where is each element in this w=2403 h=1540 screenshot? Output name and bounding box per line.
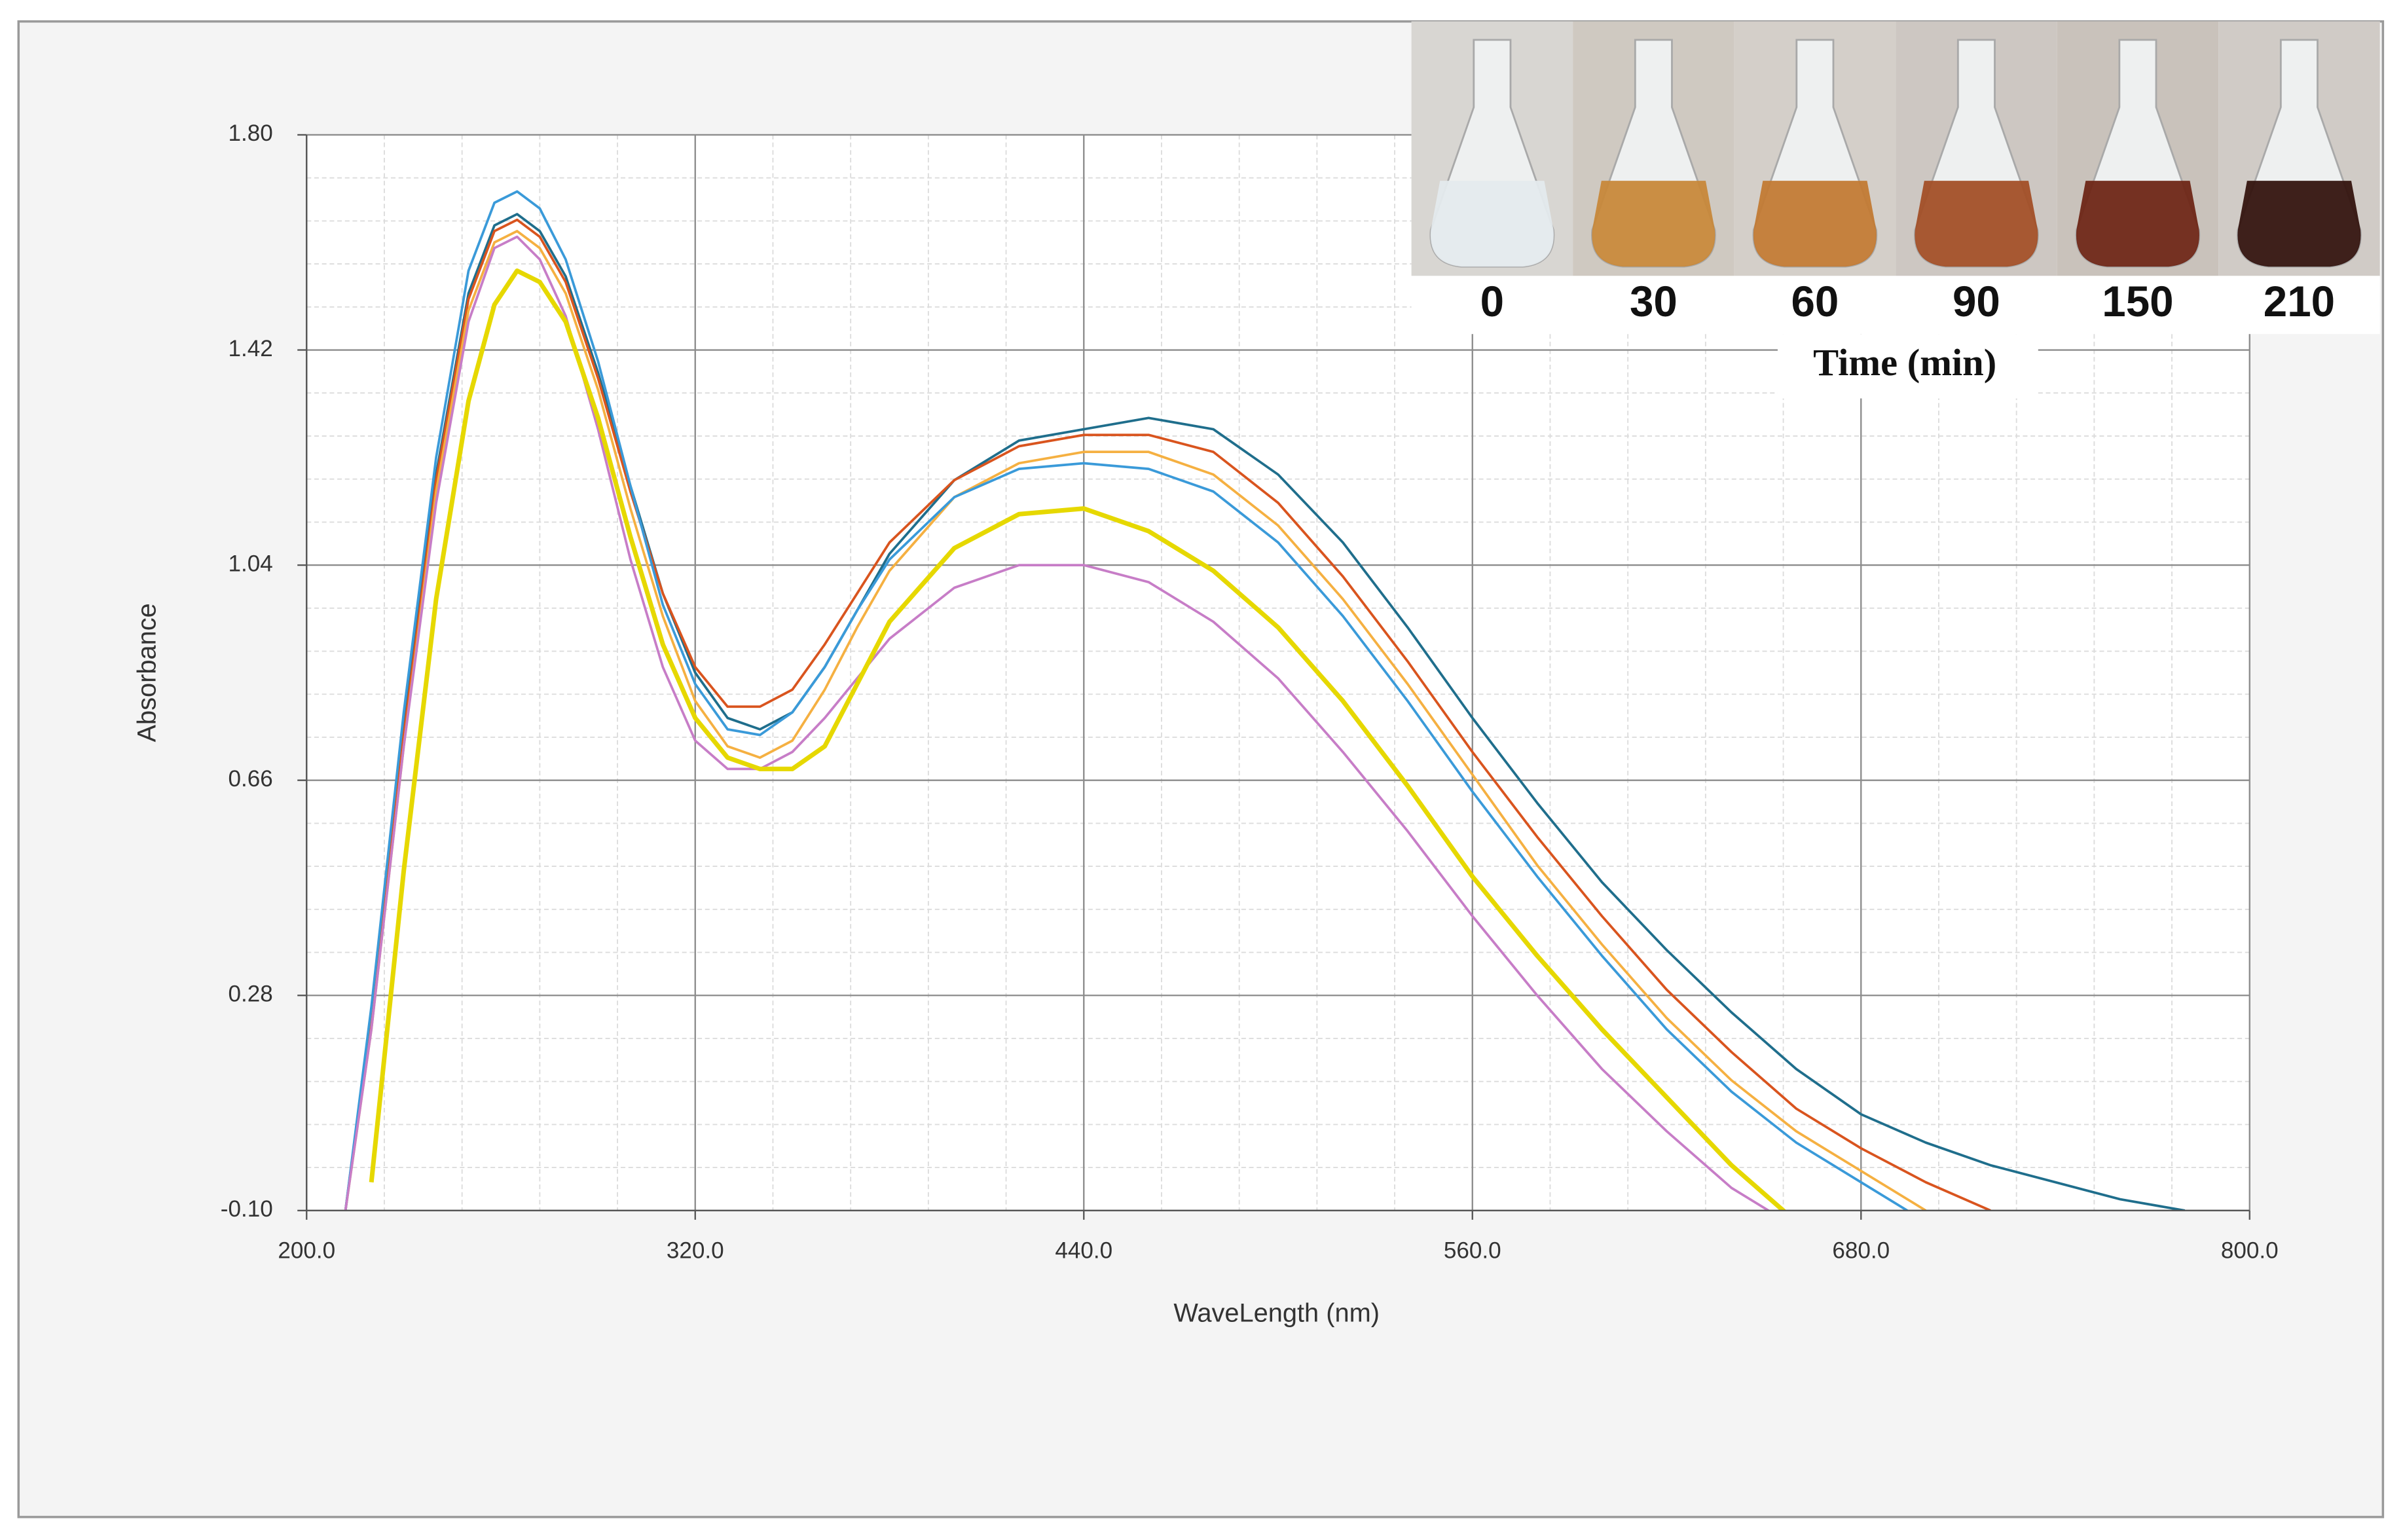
x-tick-label: 440.0	[1055, 1238, 1112, 1263]
x-tick-label: 320.0	[667, 1238, 724, 1263]
inset-label: 90	[1953, 278, 2000, 325]
series-line	[344, 190, 1910, 1211]
flask-liquid	[1592, 181, 1715, 267]
inset-title: Time (min)	[1813, 341, 1996, 384]
inset-photo: 0 30 60 90 150 210 Time (min)	[1411, 21, 2380, 399]
axes: 200.0 320.0 440.0 560.0 680.0 800.0 -0.10 0.28 0…	[221, 120, 2279, 1263]
inset-label: 60	[1791, 278, 1839, 325]
x-tick-label: 800.0	[2221, 1238, 2279, 1263]
y-tick-label: 1.80	[228, 120, 272, 146]
y-axis-label: Absorbance	[133, 603, 162, 742]
flask-liquid	[1753, 181, 1877, 267]
x-tick-label: 680.0	[1832, 1238, 1890, 1263]
inset-label: 0	[1480, 278, 1504, 325]
x-tick-label: 560.0	[1444, 1238, 1501, 1263]
x-tick-label: 200.0	[278, 1238, 335, 1263]
flask-liquid	[1430, 181, 1554, 267]
y-tick-label: 0.28	[228, 981, 272, 1007]
y-tick-label: 0.66	[228, 766, 272, 792]
y-tick-label: -0.10	[221, 1196, 273, 1222]
flask-liquid	[2237, 181, 2361, 267]
inset-label: 210	[2264, 278, 2335, 325]
lines	[344, 190, 2186, 1211]
series-line	[344, 235, 1771, 1211]
inset-label: 30	[1630, 278, 1678, 325]
y-tick-label: 1.42	[228, 336, 272, 361]
inset-label: 150	[2102, 278, 2173, 325]
flask-liquid	[1915, 181, 2038, 267]
series-line	[369, 268, 1787, 1211]
series-line	[344, 218, 1991, 1211]
y-tick-label: 1.04	[228, 551, 272, 576]
series-line	[344, 230, 1927, 1211]
x-axis-label: WaveLength (nm)	[1173, 1298, 1380, 1327]
flask-liquid	[2076, 181, 2199, 267]
inset-title-background	[1777, 334, 2038, 399]
